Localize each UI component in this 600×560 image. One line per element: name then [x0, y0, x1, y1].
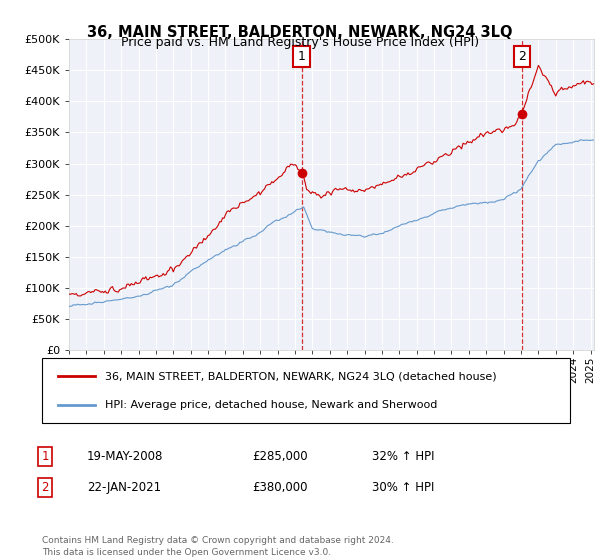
Text: 22-JAN-2021: 22-JAN-2021 — [87, 480, 161, 494]
Text: £380,000: £380,000 — [252, 480, 308, 494]
Text: 2: 2 — [41, 480, 49, 494]
Text: 19-MAY-2008: 19-MAY-2008 — [87, 450, 163, 463]
Text: 1: 1 — [298, 50, 305, 63]
Text: 36, MAIN STREET, BALDERTON, NEWARK, NG24 3LQ (detached house): 36, MAIN STREET, BALDERTON, NEWARK, NG24… — [106, 371, 497, 381]
Text: 36, MAIN STREET, BALDERTON, NEWARK, NG24 3LQ: 36, MAIN STREET, BALDERTON, NEWARK, NG24… — [87, 25, 513, 40]
Text: 32% ↑ HPI: 32% ↑ HPI — [372, 450, 434, 463]
Text: £285,000: £285,000 — [252, 450, 308, 463]
Text: Price paid vs. HM Land Registry's House Price Index (HPI): Price paid vs. HM Land Registry's House … — [121, 36, 479, 49]
Text: 1: 1 — [41, 450, 49, 463]
Text: 30% ↑ HPI: 30% ↑ HPI — [372, 480, 434, 494]
Text: HPI: Average price, detached house, Newark and Sherwood: HPI: Average price, detached house, Newa… — [106, 400, 438, 410]
Text: Contains HM Land Registry data © Crown copyright and database right 2024.
This d: Contains HM Land Registry data © Crown c… — [42, 536, 394, 557]
Text: 2: 2 — [518, 50, 526, 63]
